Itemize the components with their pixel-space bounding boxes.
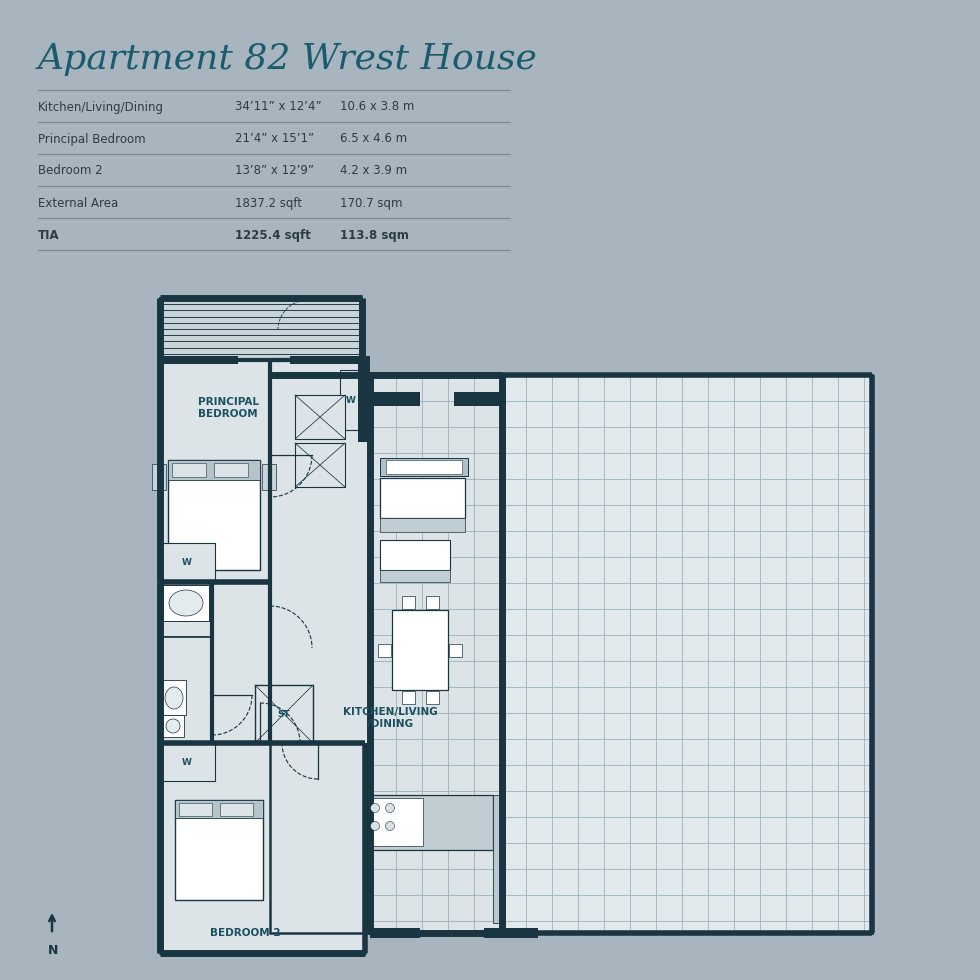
Text: 1225.4 sqft: 1225.4 sqft xyxy=(235,228,311,241)
Bar xyxy=(380,570,450,582)
Bar xyxy=(380,458,468,476)
Text: W: W xyxy=(346,396,356,405)
Text: KITCHEN/LIVING
/DINING: KITCHEN/LIVING /DINING xyxy=(343,708,437,729)
Bar xyxy=(454,392,506,406)
Bar xyxy=(162,680,186,715)
Bar xyxy=(368,798,423,846)
Bar xyxy=(378,644,391,657)
Bar xyxy=(152,464,166,490)
Text: 170.7 sqm: 170.7 sqm xyxy=(340,197,403,210)
Bar xyxy=(380,518,465,532)
Text: 1837.2 sqft: 1837.2 sqft xyxy=(235,197,302,210)
Text: 34’11” x 12’4”: 34’11” x 12’4” xyxy=(235,101,321,114)
Circle shape xyxy=(370,804,379,812)
Bar xyxy=(175,800,263,900)
Text: 10.6 x 3.8 m: 10.6 x 3.8 m xyxy=(340,101,415,114)
Bar xyxy=(370,928,420,938)
Bar xyxy=(160,743,365,953)
Bar xyxy=(255,685,313,743)
Bar xyxy=(220,803,253,816)
Bar xyxy=(392,610,448,690)
Bar xyxy=(358,430,370,442)
Bar xyxy=(290,356,364,364)
Text: BEDROOM 2: BEDROOM 2 xyxy=(210,928,280,938)
Text: Apartment 82 Wrest House: Apartment 82 Wrest House xyxy=(38,42,538,76)
Bar xyxy=(493,795,503,923)
Text: Bedroom 2: Bedroom 2 xyxy=(38,165,103,177)
Bar xyxy=(175,800,263,818)
Bar xyxy=(262,464,276,490)
Bar xyxy=(163,585,209,621)
Bar xyxy=(295,395,345,439)
Bar xyxy=(365,795,493,850)
Text: W: W xyxy=(182,758,192,766)
Bar xyxy=(270,375,502,933)
Bar xyxy=(160,360,362,582)
Bar xyxy=(295,443,345,487)
Bar xyxy=(160,543,215,581)
Text: 113.8 sqm: 113.8 sqm xyxy=(340,228,409,241)
Bar xyxy=(370,375,872,933)
Text: ST: ST xyxy=(277,710,290,718)
Bar xyxy=(160,356,238,364)
Bar xyxy=(484,928,538,938)
Bar xyxy=(386,460,462,474)
Bar xyxy=(370,392,420,406)
Bar xyxy=(370,375,872,933)
Bar xyxy=(380,540,450,570)
Text: Kitchen/Living/Dining: Kitchen/Living/Dining xyxy=(38,101,164,114)
Text: W: W xyxy=(182,558,192,566)
Bar xyxy=(160,743,215,781)
Bar xyxy=(402,596,415,609)
Bar xyxy=(212,582,365,742)
Bar xyxy=(449,644,462,657)
Ellipse shape xyxy=(166,719,180,733)
Bar xyxy=(160,637,212,742)
Text: 21’4” x 15’1”: 21’4” x 15’1” xyxy=(235,132,315,145)
Bar xyxy=(160,582,212,637)
Bar xyxy=(214,463,248,477)
Circle shape xyxy=(370,821,379,830)
Bar xyxy=(162,715,184,737)
Ellipse shape xyxy=(165,687,183,709)
Ellipse shape xyxy=(169,590,203,616)
Bar xyxy=(358,356,370,436)
Text: TIA: TIA xyxy=(38,228,60,241)
Circle shape xyxy=(385,804,395,812)
Circle shape xyxy=(385,821,395,830)
Bar xyxy=(160,298,362,360)
Bar xyxy=(168,460,260,570)
Bar xyxy=(426,596,439,609)
Text: 4.2 x 3.9 m: 4.2 x 3.9 m xyxy=(340,165,407,177)
Text: N: N xyxy=(48,944,58,957)
Bar xyxy=(426,691,439,704)
Bar xyxy=(380,478,465,518)
Bar xyxy=(402,691,415,704)
Text: PRINCIPAL
BEDROOM: PRINCIPAL BEDROOM xyxy=(198,397,259,418)
Bar xyxy=(179,803,212,816)
Text: 13’8” x 12’9”: 13’8” x 12’9” xyxy=(235,165,314,177)
Bar xyxy=(172,463,206,477)
Bar xyxy=(340,370,362,430)
Bar xyxy=(168,460,260,480)
Text: Principal Bedroom: Principal Bedroom xyxy=(38,132,146,145)
Text: 6.5 x 4.6 m: 6.5 x 4.6 m xyxy=(340,132,407,145)
Text: External Area: External Area xyxy=(38,197,119,210)
